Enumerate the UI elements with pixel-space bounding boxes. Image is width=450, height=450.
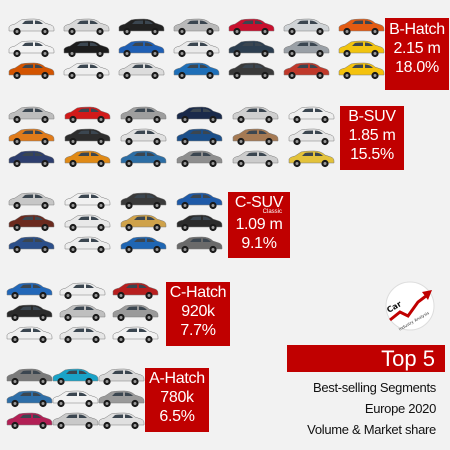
segment-volume: 2.15 m — [393, 40, 441, 57]
segment-name: B-Hatch — [389, 21, 445, 38]
car-thumbnail — [118, 192, 168, 210]
segment-share: 15.5% — [350, 146, 394, 163]
car-thumbnail — [226, 40, 276, 58]
car-thumbnail — [226, 62, 276, 80]
car-thumbnail — [6, 236, 56, 254]
car-thumbnail — [230, 128, 280, 146]
car-thumbnail — [281, 18, 331, 36]
segment-volume: 920k — [181, 303, 215, 320]
car-thumbnail — [57, 326, 107, 344]
car-thumbnail — [281, 40, 331, 58]
car-thumbnail — [171, 62, 221, 80]
label-b-hatch: B-Hatch 2.15 m 18.0% — [385, 18, 449, 90]
car-thumbnail — [110, 304, 160, 322]
car-thumbnail — [171, 18, 221, 36]
car-thumbnail — [174, 106, 224, 124]
car-thumbnail — [116, 18, 166, 36]
car-thumbnail — [286, 150, 336, 168]
car-thumbnail — [6, 62, 56, 80]
car-thumbnail — [171, 40, 221, 58]
car-thumbnail — [6, 18, 56, 36]
chart-title: Top 5 — [287, 345, 445, 372]
car-thumbnail — [230, 106, 280, 124]
car-thumbnail — [50, 412, 100, 430]
car-thumbnail — [62, 236, 112, 254]
car-thumbnail — [61, 40, 111, 58]
segment-share: 7.7% — [180, 322, 216, 339]
car-thumbnail — [110, 282, 160, 300]
car-thumbnail — [116, 62, 166, 80]
segment-name: A-Hatch — [149, 370, 205, 387]
segment-share: 9.1% — [241, 235, 277, 252]
car-industry-analysis-logo-icon: Car Industry Analysis — [384, 280, 436, 332]
car-thumbnail — [4, 390, 54, 408]
segment-volume: 1.85 m — [348, 127, 396, 144]
car-thumbnail — [336, 18, 386, 36]
car-thumbnail — [6, 150, 56, 168]
car-thumbnail — [61, 62, 111, 80]
label-c-suv: C-SUV Classic 1.09 m 9.1% — [228, 192, 290, 258]
car-thumbnail — [281, 62, 331, 80]
label-b-suv: B-SUV 1.85 m 15.5% — [340, 106, 404, 170]
car-thumbnail — [118, 128, 168, 146]
car-thumbnail — [6, 106, 56, 124]
segment-share: 18.0% — [395, 59, 439, 76]
car-thumbnail — [6, 192, 56, 210]
car-thumbnail — [4, 368, 54, 386]
car-thumbnail — [61, 18, 111, 36]
car-thumbnail — [118, 106, 168, 124]
car-thumbnail — [116, 40, 166, 58]
car-thumbnail — [4, 282, 54, 300]
car-thumbnail — [62, 128, 112, 146]
subtitle-line-2: Europe 2020 — [364, 401, 436, 416]
car-thumbnail — [118, 236, 168, 254]
car-thumbnail — [57, 304, 107, 322]
segment-volume: 780k — [160, 389, 194, 406]
car-thumbnail — [62, 214, 112, 232]
car-thumbnail — [62, 106, 112, 124]
car-thumbnail — [4, 304, 54, 322]
car-thumbnail — [286, 128, 336, 146]
car-thumbnail — [62, 150, 112, 168]
car-thumbnail — [174, 236, 224, 254]
label-c-hatch: C-Hatch 920k 7.7% — [166, 282, 230, 346]
segment-name: C-SUV — [234, 194, 284, 211]
car-thumbnail — [96, 390, 146, 408]
segment-name: C-Hatch — [169, 284, 227, 301]
car-thumbnail — [6, 128, 56, 146]
segment-note: Classic — [262, 209, 282, 215]
segment-name: B-SUV — [348, 108, 396, 125]
car-thumbnail — [336, 40, 386, 58]
car-thumbnail — [174, 214, 224, 232]
car-thumbnail — [96, 412, 146, 430]
car-thumbnail — [4, 326, 54, 344]
car-thumbnail — [6, 214, 56, 232]
car-thumbnail — [174, 150, 224, 168]
car-thumbnail — [4, 412, 54, 430]
car-thumbnail — [6, 40, 56, 58]
car-thumbnail — [336, 62, 386, 80]
segment-share: 6.5% — [159, 408, 195, 425]
car-thumbnail — [230, 150, 280, 168]
car-thumbnail — [57, 282, 107, 300]
label-a-hatch: A-Hatch 780k 6.5% — [145, 368, 209, 432]
car-thumbnail — [118, 150, 168, 168]
segment-volume: 1.09 m — [235, 216, 283, 233]
car-thumbnail — [110, 326, 160, 344]
car-thumbnail — [118, 214, 168, 232]
car-thumbnail — [174, 192, 224, 210]
car-thumbnail — [96, 368, 146, 386]
car-thumbnail — [50, 390, 100, 408]
subtitle-line-3: Volume & Market share — [307, 422, 436, 437]
car-thumbnail — [50, 368, 100, 386]
car-thumbnail — [226, 18, 276, 36]
car-thumbnail — [174, 128, 224, 146]
car-thumbnail — [286, 106, 336, 124]
car-thumbnail — [62, 192, 112, 210]
subtitle-line-1: Best-selling Segments — [312, 380, 436, 395]
